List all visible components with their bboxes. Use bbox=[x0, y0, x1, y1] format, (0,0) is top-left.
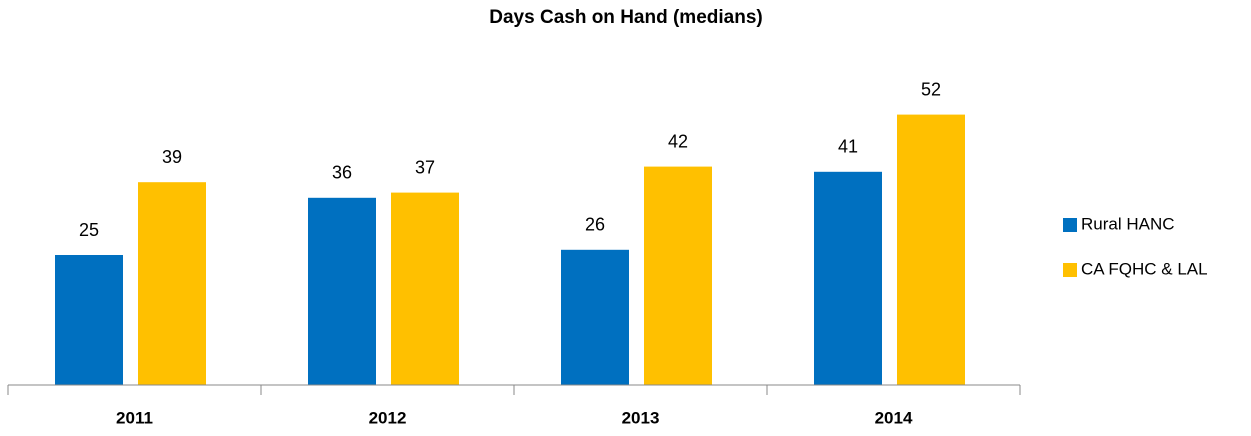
bar bbox=[897, 114, 965, 385]
chart-title: Days Cash on Hand (medians) bbox=[489, 7, 762, 28]
bar bbox=[814, 171, 882, 385]
bar bbox=[308, 197, 376, 385]
value-label: 41 bbox=[838, 137, 858, 157]
bar bbox=[138, 182, 206, 385]
value-label: 39 bbox=[162, 147, 182, 167]
legend-label: CA FQHC & LAL bbox=[1081, 259, 1208, 278]
value-label: 36 bbox=[332, 163, 352, 183]
legend-swatch bbox=[1063, 263, 1077, 277]
legend-swatch bbox=[1063, 218, 1077, 232]
value-label: 26 bbox=[585, 215, 605, 235]
value-label: 52 bbox=[921, 79, 941, 99]
x-tick-label: 2013 bbox=[622, 408, 660, 427]
legend-label: Rural HANC bbox=[1081, 214, 1175, 233]
x-tick-label: 2014 bbox=[875, 408, 913, 427]
bar bbox=[644, 166, 712, 385]
x-tick-label: 2011 bbox=[116, 408, 153, 427]
value-label: 42 bbox=[668, 131, 688, 151]
value-label: 25 bbox=[79, 220, 99, 240]
bar bbox=[391, 192, 459, 385]
value-label: 37 bbox=[415, 157, 435, 177]
bar bbox=[561, 249, 629, 385]
bar bbox=[55, 255, 123, 385]
x-tick-label: 2012 bbox=[369, 408, 407, 427]
